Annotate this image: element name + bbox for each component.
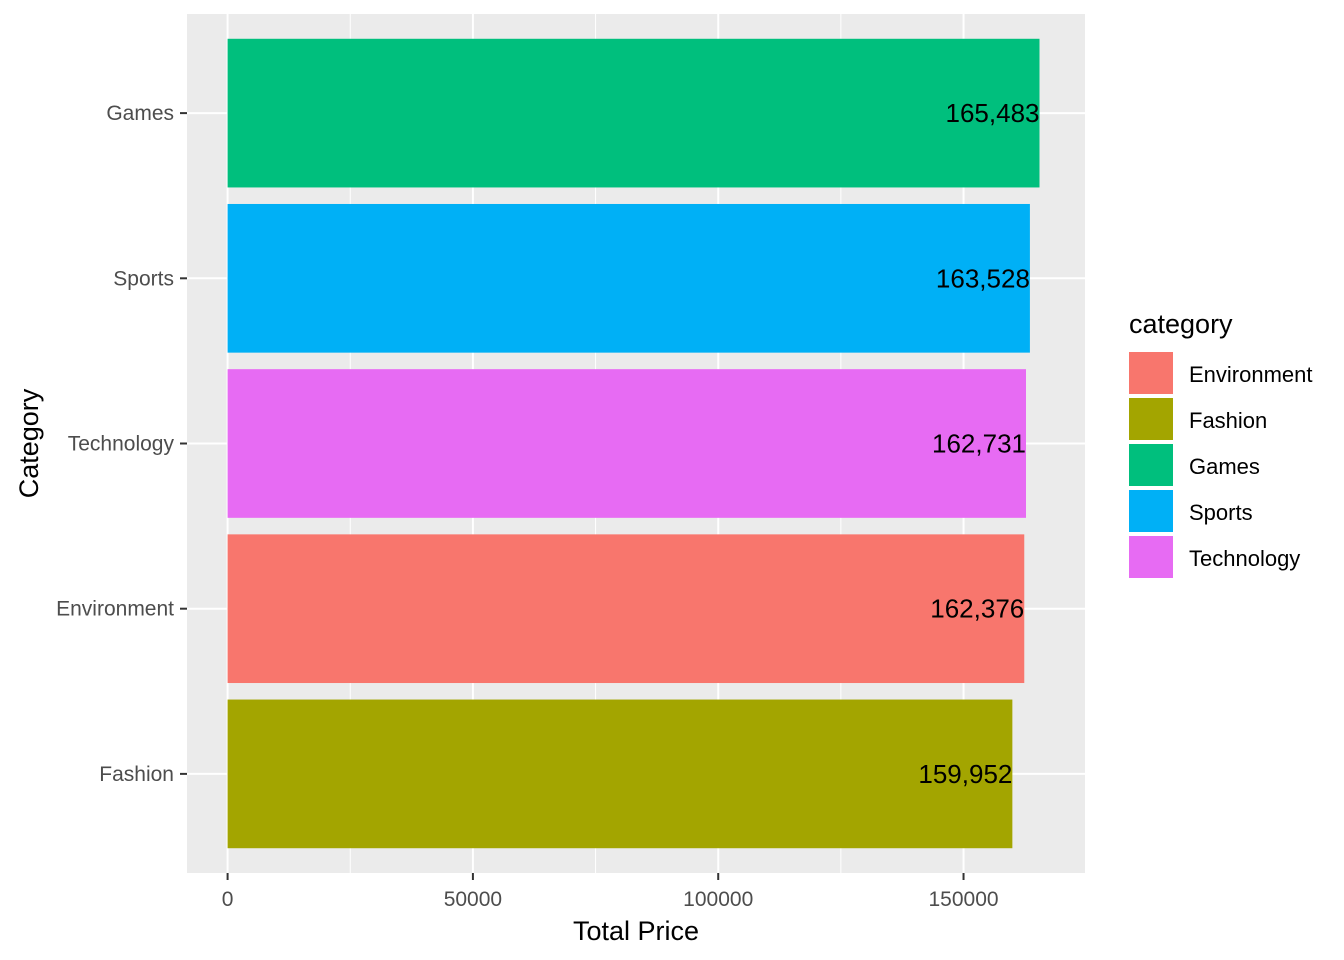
- bar-games: [227, 38, 1040, 188]
- y-axis: Fashion Environment Technology Sports Games: [56, 102, 187, 786]
- legend-label-technology: Technology: [1189, 546, 1300, 571]
- y-tick-label-environment: Environment: [56, 598, 174, 621]
- x-axis: 0 50000 100000 150000: [222, 873, 999, 911]
- data-label-sports: 163,528: [936, 263, 1030, 293]
- legend-key-sports: [1129, 490, 1173, 532]
- bar-technology: [227, 369, 1026, 518]
- legend-key-games: [1129, 444, 1173, 486]
- y-tick-label-sports: Sports: [113, 267, 174, 290]
- legend-key-environment: [1129, 352, 1173, 394]
- data-label-fashion: 159,952: [918, 759, 1012, 789]
- data-label-games: 165,483: [946, 98, 1040, 128]
- x-tick-label: 50000: [444, 888, 502, 911]
- legend-label-games: Games: [1189, 454, 1260, 479]
- y-axis-title: Category: [14, 388, 44, 498]
- x-tick-label: 100000: [683, 888, 753, 911]
- x-tick-label: 0: [222, 888, 234, 911]
- data-labels: 159,952 162,376 162,731 163,528 165,483: [918, 98, 1039, 789]
- legend-key-fashion: [1129, 398, 1173, 440]
- legend-key-technology: [1129, 536, 1173, 578]
- legend: category Environment Fashion Games Sports Te…: [1129, 309, 1313, 578]
- bar-environment: [227, 534, 1025, 684]
- bars: [227, 38, 1040, 849]
- y-tick-label-technology: Technology: [68, 433, 175, 456]
- data-label-technology: 162,731: [932, 429, 1026, 459]
- data-label-environment: 162,376: [930, 594, 1024, 624]
- x-axis-title: Total Price: [573, 916, 699, 946]
- legend-label-sports: Sports: [1189, 500, 1253, 525]
- bar-sports: [227, 203, 1030, 353]
- bar-fashion: [227, 699, 1013, 849]
- y-tick-label-games: Games: [106, 102, 174, 125]
- x-tick-label: 150000: [928, 888, 998, 911]
- legend-title: category: [1129, 309, 1233, 339]
- legend-label-environment: Environment: [1189, 362, 1313, 387]
- legend-label-fashion: Fashion: [1189, 408, 1267, 433]
- y-tick-label-fashion: Fashion: [99, 763, 174, 786]
